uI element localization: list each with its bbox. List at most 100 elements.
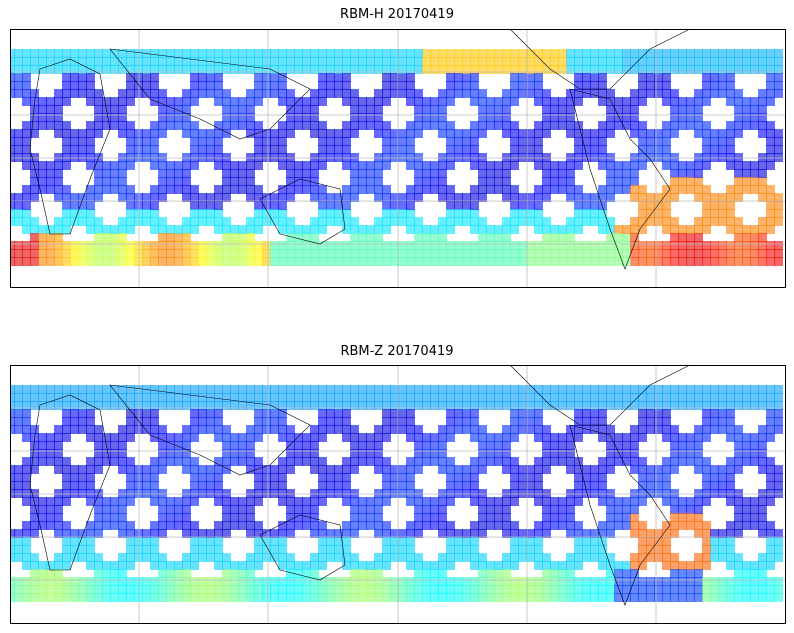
swath-cell bbox=[630, 425, 639, 434]
swath-cell bbox=[142, 209, 151, 218]
swath-cell bbox=[150, 593, 159, 602]
swath-cell bbox=[158, 217, 167, 226]
swath-cell bbox=[10, 593, 15, 602]
swath-cell bbox=[382, 545, 391, 554]
swath-cell bbox=[638, 49, 647, 58]
swath-cell bbox=[318, 521, 327, 530]
swath-cell bbox=[398, 593, 407, 602]
swath-cell bbox=[526, 193, 535, 202]
swath-cell bbox=[718, 217, 727, 226]
swath-cell bbox=[262, 585, 271, 594]
swath-cell bbox=[446, 257, 455, 266]
swath-cell bbox=[390, 537, 399, 546]
swath-cell bbox=[526, 241, 535, 250]
swath-cell bbox=[598, 553, 607, 562]
swath-cell bbox=[230, 385, 239, 394]
swath-cell bbox=[78, 217, 87, 226]
swath-cell bbox=[414, 449, 423, 458]
swath-cell bbox=[94, 529, 103, 538]
swath-cell bbox=[94, 169, 103, 178]
swath-cell bbox=[334, 129, 343, 138]
swath-cell bbox=[166, 569, 175, 578]
swath-cell bbox=[150, 249, 159, 258]
swath-cell bbox=[742, 113, 751, 122]
swath-cell bbox=[294, 233, 303, 242]
swath-cell bbox=[334, 193, 343, 202]
swath-cell bbox=[638, 561, 647, 570]
swath-cell bbox=[126, 521, 135, 530]
swath-cell bbox=[478, 153, 487, 162]
swath-cell bbox=[334, 473, 343, 482]
swath-cell bbox=[494, 225, 503, 234]
swath-cell bbox=[382, 193, 391, 202]
swath-cell bbox=[502, 233, 511, 242]
swath-cell bbox=[494, 569, 503, 578]
swath-cell bbox=[654, 417, 663, 426]
swath-cell bbox=[22, 393, 31, 402]
swath-cell bbox=[286, 153, 295, 162]
swath-cell bbox=[62, 89, 71, 98]
swath-cell bbox=[62, 497, 71, 506]
swath-cell bbox=[486, 177, 495, 186]
swath-cell bbox=[718, 553, 727, 562]
swath-cell bbox=[598, 417, 607, 426]
swath-cell bbox=[710, 65, 719, 74]
swath-cell bbox=[678, 241, 687, 250]
swath-cell bbox=[766, 465, 775, 474]
swath-cell bbox=[702, 201, 711, 210]
swath-cell bbox=[534, 153, 543, 162]
swath-cell bbox=[30, 89, 39, 98]
swath-cell bbox=[318, 577, 327, 586]
swath-cell bbox=[726, 401, 735, 410]
swath-cell bbox=[630, 529, 639, 538]
swath-cell bbox=[670, 505, 679, 514]
swath-cell bbox=[278, 185, 287, 194]
swath-cell bbox=[14, 145, 23, 154]
swath-cell bbox=[94, 241, 103, 250]
swath-cell bbox=[326, 153, 335, 162]
swath-cell bbox=[726, 457, 735, 466]
swath-cell bbox=[30, 169, 39, 178]
swath-cell bbox=[566, 185, 575, 194]
swath-cell bbox=[518, 73, 527, 82]
swath-cell bbox=[414, 241, 423, 250]
swath-cell bbox=[10, 401, 15, 410]
swath-cell bbox=[222, 449, 231, 458]
swath-cell bbox=[758, 153, 767, 162]
swath-cell bbox=[374, 153, 383, 162]
swath-cell bbox=[294, 113, 303, 122]
swath-cell bbox=[454, 481, 463, 490]
swath-cell bbox=[118, 225, 127, 234]
swath-cell bbox=[734, 553, 743, 562]
swath-cell bbox=[374, 65, 383, 74]
swath-cell bbox=[526, 401, 535, 410]
swath-cell bbox=[542, 585, 551, 594]
swath-cell bbox=[182, 257, 191, 266]
swath-cell bbox=[134, 49, 143, 58]
swath-cell bbox=[278, 49, 287, 58]
swath-cell bbox=[126, 89, 135, 98]
swath-cell bbox=[694, 57, 703, 66]
swath-cell bbox=[94, 449, 103, 458]
swath-cell bbox=[78, 73, 87, 82]
swath-cell bbox=[718, 425, 727, 434]
swath-cell bbox=[366, 249, 375, 258]
swath-cell bbox=[342, 249, 351, 258]
swath-cell bbox=[678, 401, 687, 410]
swath-cell bbox=[174, 449, 183, 458]
swath-cell bbox=[254, 409, 263, 418]
swath-cell bbox=[334, 153, 343, 162]
swath-cell bbox=[486, 401, 495, 410]
swath-cell bbox=[518, 217, 527, 226]
swath-cell bbox=[342, 57, 351, 66]
swath-cell bbox=[294, 505, 303, 514]
swath-cell bbox=[126, 241, 135, 250]
swath-cell bbox=[110, 57, 119, 66]
swath-cell bbox=[414, 113, 423, 122]
swath-cell bbox=[10, 209, 15, 218]
swath-cell bbox=[126, 473, 135, 482]
swath-cell bbox=[262, 257, 271, 266]
swath-cell bbox=[78, 465, 87, 474]
swath-cell bbox=[542, 121, 551, 130]
swath-cell bbox=[454, 537, 463, 546]
